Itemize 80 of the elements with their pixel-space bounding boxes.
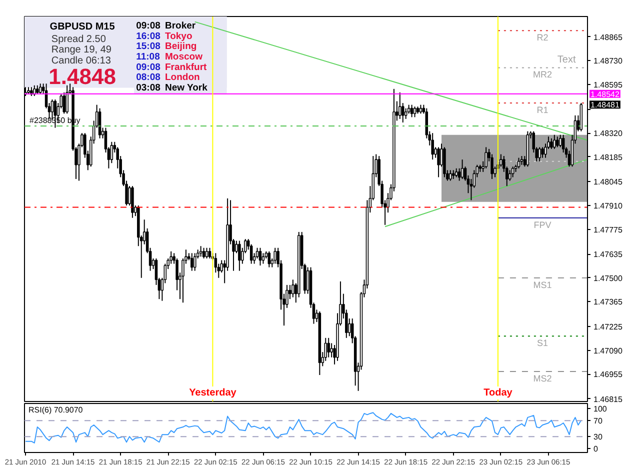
candlestick — [538, 146, 541, 162]
ref-line-label: 1.48542 — [590, 90, 620, 99]
y-tick-label: 1.48185 — [594, 152, 623, 162]
candlestick — [238, 240, 241, 272]
y-tick-label: 1.47910 — [594, 201, 623, 210]
y-tick-label: 1.48595 — [594, 80, 623, 90]
annotation: 03:08 New York — [136, 82, 208, 94]
y-tick-label: 100 — [594, 404, 608, 414]
candlestick — [511, 166, 514, 178]
text: GBPUSD M15 — [50, 22, 116, 33]
y-tick-label: 0 — [594, 444, 598, 454]
annotation: 15:08 Beijing — [136, 41, 197, 52]
candlestick — [208, 247, 212, 259]
candlestick — [292, 279, 294, 298]
annotation: 09:08 Broker — [136, 20, 196, 32]
y-tick-label: 1.47500 — [594, 274, 623, 283]
candlestick — [449, 170, 452, 182]
y-tick-label: 1.47090 — [594, 346, 623, 356]
y-tick-label: 1.48045 — [594, 178, 623, 187]
candlestick — [558, 134, 562, 148]
y-tick-label: 1.47225 — [594, 322, 623, 332]
chart-title: RSI(6) 70.9070 — [28, 406, 84, 414]
series-label: FPV — [534, 220, 552, 230]
annotation: 1.4848 — [48, 64, 116, 90]
annotation: 16:08 Tokyo — [136, 30, 192, 42]
y-tick-label: 1.47635 — [594, 250, 623, 260]
series-label: MS1 — [533, 280, 552, 290]
candlestick — [327, 337, 330, 358]
candlestick — [437, 146, 440, 178]
series-label: MS2 — [533, 373, 552, 384]
y-tick-label: 1.47365 — [594, 298, 623, 307]
candlestick — [66, 84, 68, 114]
y-tick-label: 1.48320 — [594, 129, 623, 138]
candlestick — [190, 252, 194, 272]
y-tick-label: 1.47775 — [594, 225, 623, 234]
candlestick — [274, 247, 276, 264]
candlestick — [413, 106, 416, 118]
candlestick — [508, 170, 512, 182]
candlestick — [550, 138, 553, 150]
candlestick — [330, 342, 333, 358]
ref-line-label: Today — [484, 388, 513, 398]
candlestick — [458, 168, 461, 182]
annotation: 09:08 Frankfurt — [136, 62, 208, 73]
series-label: R1 — [536, 105, 548, 116]
candlestick — [258, 247, 262, 266]
text: 1.48481 — [590, 100, 620, 110]
candlestick — [401, 102, 404, 123]
candlestick — [199, 246, 202, 258]
annotation: Text — [557, 54, 576, 66]
candlestick — [517, 157, 520, 169]
series-label: MR2 — [533, 70, 552, 80]
candlestick — [33, 84, 36, 96]
y-tick-label: 1.46815 — [594, 394, 623, 404]
candlestick — [404, 108, 408, 120]
candlestick — [541, 146, 544, 158]
candlestick — [460, 159, 464, 180]
candlestick — [410, 104, 414, 118]
candlestick — [556, 136, 559, 148]
y-tick-label: 1.48730 — [594, 56, 623, 66]
candlestick — [202, 247, 206, 259]
candlestick — [205, 247, 208, 259]
annotation: 11:08 Moscow — [136, 52, 204, 63]
series-label: R2 — [536, 32, 548, 43]
series-label: S1 — [537, 338, 548, 348]
annotation: Candle 06:13 — [51, 55, 112, 66]
annotation: Spread 2.50 — [51, 34, 106, 46]
candlestick — [431, 132, 434, 160]
candlestick — [484, 146, 488, 169]
candlestick — [553, 134, 556, 150]
candlestick — [398, 92, 402, 120]
candlestick — [62, 92, 66, 114]
y-tick-label: 30 — [594, 432, 603, 442]
y-tick-label: 1.46955 — [594, 370, 623, 380]
candlestick — [500, 154, 502, 168]
annotation: Range 19, 49 — [51, 44, 112, 56]
y-tick-label: 1.48865 — [594, 32, 623, 42]
y-tick-label: 70 — [594, 416, 603, 426]
candlestick — [38, 83, 42, 95]
ref-line-label: Yesterday — [189, 388, 237, 398]
annotation: 08:08 London — [136, 72, 200, 84]
